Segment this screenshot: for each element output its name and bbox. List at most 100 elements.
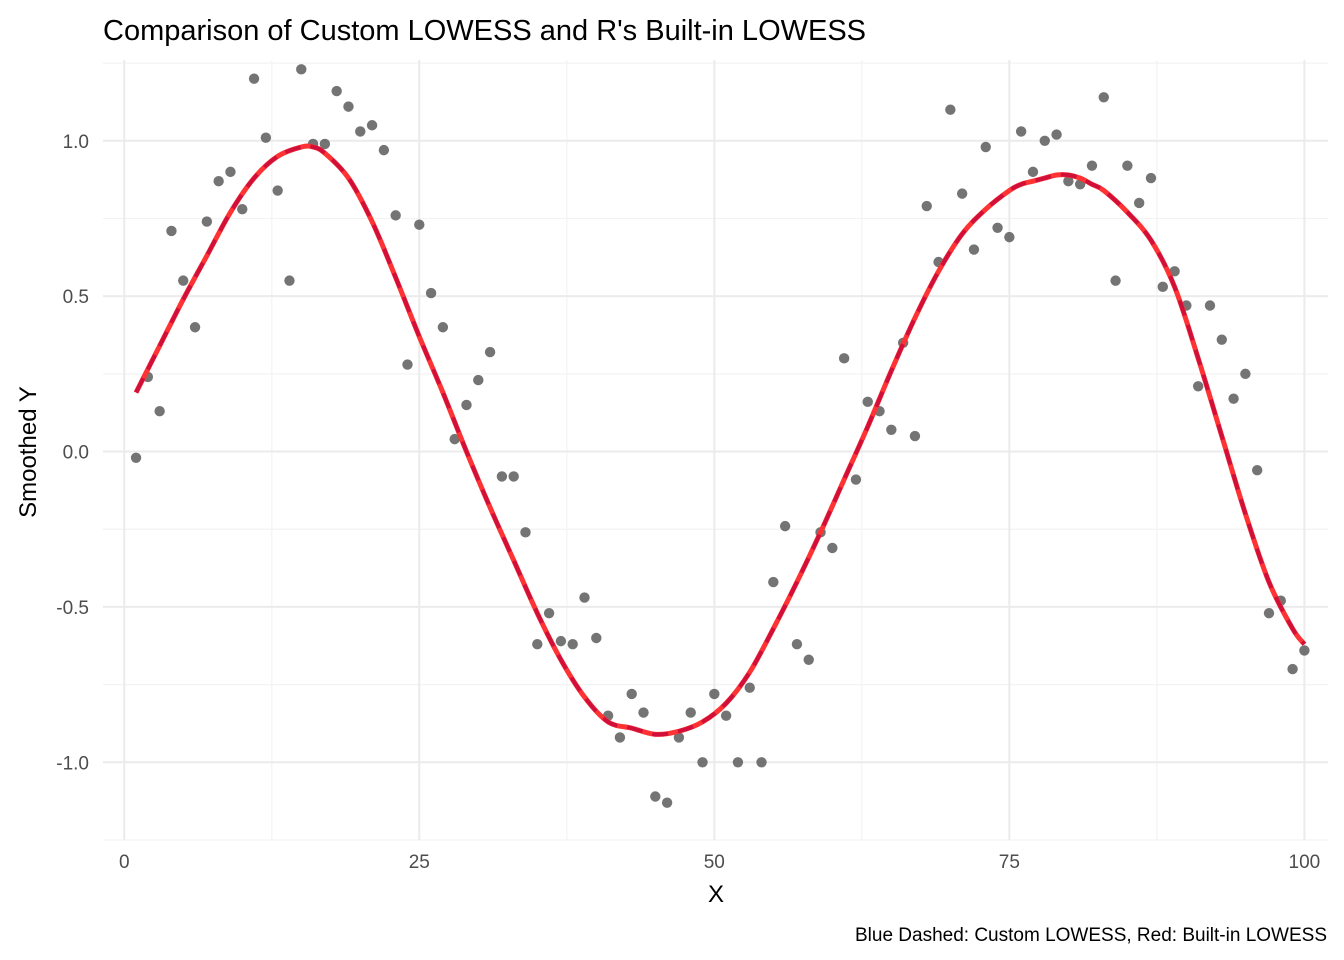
data-point: [154, 405, 165, 417]
data-point: [296, 64, 307, 75]
data-point: [555, 635, 567, 647]
y-tick-label: -0.5: [56, 598, 89, 619]
data-point: [1263, 607, 1275, 619]
chart-caption: Blue Dashed: Custom LOWESS, Red: Built-i…: [855, 925, 1327, 946]
data-point: [803, 654, 814, 665]
data-point: [473, 374, 484, 386]
data-point: [968, 244, 980, 255]
data-point: [862, 396, 873, 408]
x-tick-label: 50: [704, 852, 725, 873]
data-point: [437, 322, 449, 333]
data-point: [343, 101, 354, 112]
data-point: [248, 73, 260, 84]
plot-grid: [103, 60, 1328, 841]
data-point: [744, 682, 755, 693]
data-point: [355, 126, 366, 137]
data-point: [909, 430, 921, 442]
data-point: [732, 757, 744, 768]
data-point: [626, 688, 637, 700]
data-point: [225, 166, 236, 178]
data-point: [850, 474, 862, 485]
data-point: [260, 132, 272, 143]
y-axis-title: Smoothed Y: [15, 386, 42, 518]
scatter-points: [130, 64, 1310, 808]
data-point: [827, 542, 838, 554]
data-point: [614, 732, 626, 743]
chart-title: Comparison of Custom LOWESS and R's Buil…: [103, 15, 866, 47]
x-tick-label: 25: [409, 852, 430, 873]
data-point: [650, 791, 661, 802]
data-point: [1157, 281, 1168, 293]
data-point: [237, 203, 248, 215]
x-tick-label: 100: [1289, 852, 1321, 873]
data-point: [366, 120, 378, 131]
data-point: [166, 225, 177, 237]
data-point: [390, 210, 401, 221]
data-point: [1122, 160, 1133, 171]
data-point: [178, 275, 189, 286]
data-point: [1204, 300, 1216, 311]
y-tick-label: 0.0: [63, 443, 89, 464]
data-point: [791, 639, 803, 650]
data-point: [886, 424, 897, 436]
data-point: [1004, 231, 1015, 243]
data-point: [956, 188, 968, 199]
y-tick-label: 0.5: [63, 287, 89, 308]
data-point: [130, 452, 142, 463]
data-point: [591, 632, 602, 644]
lowess-lines: [133, 143, 1307, 737]
data-point: [992, 222, 1003, 234]
data-point: [414, 219, 425, 230]
x-tick-label: 0: [119, 852, 130, 873]
data-point: [768, 576, 779, 588]
data-point: [697, 757, 708, 768]
data-point: [1063, 175, 1074, 187]
data-point: [496, 471, 508, 482]
data-point: [945, 104, 956, 115]
data-point: [1051, 129, 1062, 140]
data-point: [1145, 172, 1157, 184]
data-point: [461, 399, 472, 411]
data-point: [1039, 135, 1050, 146]
data-point: [508, 471, 519, 482]
data-point: [1228, 393, 1239, 404]
data-point: [484, 346, 496, 358]
y-axis-tick-labels: -1.0 -0.5 0.0 0.5 1.0: [56, 132, 89, 775]
data-point: [1240, 368, 1251, 380]
data-point: [921, 200, 932, 212]
data-point: [1110, 275, 1121, 286]
data-point: [1015, 126, 1027, 137]
data-point: [661, 797, 673, 808]
x-axis-tick-labels: 0 25 50 75 100: [119, 852, 1320, 873]
x-axis-title: X: [708, 881, 724, 908]
data-point: [213, 175, 224, 187]
y-tick-label: 1.0: [63, 132, 89, 153]
data-point: [1216, 334, 1227, 345]
data-point: [1287, 663, 1298, 675]
data-point: [449, 433, 460, 445]
data-point: [378, 144, 390, 156]
data-point: [756, 757, 767, 768]
data-point: [980, 141, 991, 153]
data-point: [1251, 464, 1263, 476]
data-point: [284, 275, 295, 286]
data-point: [319, 138, 331, 150]
data-point: [1027, 166, 1039, 178]
data-point: [520, 527, 531, 538]
data-point: [272, 185, 283, 196]
data-point: [779, 520, 791, 532]
data-point: [1086, 160, 1098, 171]
data-point: [1098, 92, 1109, 103]
data-point: [532, 639, 543, 650]
data-point: [201, 216, 213, 227]
data-point: [838, 353, 850, 364]
x-tick-label: 75: [999, 852, 1020, 873]
data-point: [425, 287, 437, 299]
data-point: [1192, 381, 1204, 392]
data-point: [673, 732, 685, 743]
data-point: [189, 322, 201, 333]
data-point: [543, 607, 555, 619]
custom-lowess-line: [134, 144, 1306, 737]
data-point: [579, 592, 590, 603]
